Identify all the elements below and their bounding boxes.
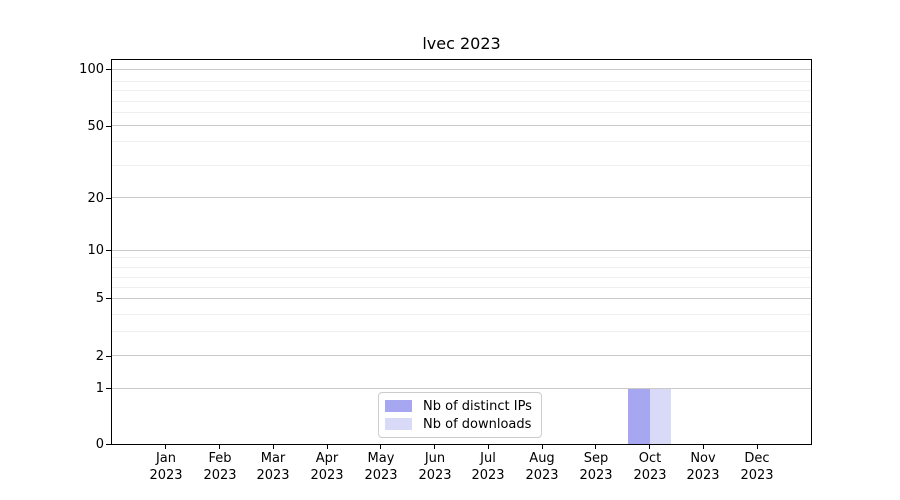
x-tick-mar bbox=[273, 445, 274, 449]
y-major-gridline-20 bbox=[112, 197, 811, 198]
x-tick-month: Dec bbox=[744, 451, 770, 466]
x-tick-year: 2023 bbox=[203, 468, 237, 483]
x-tick-may bbox=[380, 445, 381, 449]
x-tick-month: Apr bbox=[315, 451, 339, 466]
plot-area bbox=[111, 59, 812, 445]
legend-label-1: Nb of distinct IPs bbox=[423, 398, 532, 414]
y-minor-gridline-40 bbox=[112, 141, 811, 142]
y-minor-gridline-6 bbox=[112, 287, 811, 288]
y-tick-0 bbox=[106, 444, 111, 445]
x-tick-month: Jan bbox=[155, 451, 177, 466]
y-tick-20 bbox=[106, 198, 111, 199]
x-tick-label-dec: Dec 2023 bbox=[725, 450, 789, 484]
y-tick-2 bbox=[106, 356, 111, 357]
y-major-gridline-5 bbox=[112, 298, 811, 299]
x-tick-label-mar: Mar 2023 bbox=[241, 450, 305, 484]
x-tick-apr bbox=[327, 445, 328, 449]
x-tick-label-feb: Feb 2023 bbox=[188, 450, 252, 484]
x-tick-label-jul: Jul 2023 bbox=[456, 450, 520, 484]
x-tick-month: Sep bbox=[583, 451, 609, 466]
x-tick-label-apr: Apr 2023 bbox=[295, 450, 359, 484]
y-minor-gridline-80 bbox=[112, 90, 811, 91]
y-minor-gridline-3 bbox=[112, 331, 811, 332]
y-minor-gridline-8 bbox=[112, 267, 811, 268]
y-tick-100 bbox=[106, 69, 111, 70]
y-minor-gridline-70 bbox=[112, 101, 811, 102]
x-tick-jul bbox=[488, 445, 489, 449]
y-major-gridline-50 bbox=[112, 125, 811, 126]
y-tick-label-2: 2 bbox=[95, 349, 104, 364]
x-tick-month: Jul bbox=[480, 451, 496, 466]
y-tick-label-20: 20 bbox=[87, 191, 104, 206]
x-tick-year: 2023 bbox=[149, 468, 183, 483]
x-tick-label-jan: Jan 2023 bbox=[134, 450, 198, 484]
x-tick-year: 2023 bbox=[310, 468, 344, 483]
x-tick-month: Mar bbox=[260, 451, 286, 466]
x-tick-label-may: May 2023 bbox=[349, 450, 413, 484]
y-major-gridline-100 bbox=[112, 69, 811, 70]
bar-oct-series-1 bbox=[628, 388, 650, 444]
y-minor-gridline-4 bbox=[112, 314, 811, 315]
legend-label-2: Nb of downloads bbox=[423, 416, 532, 432]
x-tick-label-nov: Nov 2023 bbox=[671, 450, 735, 484]
x-tick-month: Oct bbox=[638, 451, 662, 466]
y-minor-gridline-7 bbox=[112, 277, 811, 278]
x-tick-year: 2023 bbox=[686, 468, 720, 483]
y-tick-1 bbox=[106, 388, 111, 389]
x-tick-label-jun: Jun 2023 bbox=[403, 450, 467, 484]
y-tick-5 bbox=[106, 298, 111, 299]
y-tick-label-50: 50 bbox=[87, 119, 104, 134]
legend-swatch-2 bbox=[385, 418, 412, 430]
x-tick-month: Jun bbox=[424, 451, 446, 466]
y-minor-gridline-60 bbox=[112, 112, 811, 113]
x-tick-month: Nov bbox=[690, 451, 716, 466]
y-minor-gridline-30 bbox=[112, 165, 811, 166]
x-tick-feb bbox=[219, 445, 220, 449]
x-tick-nov bbox=[703, 445, 704, 449]
x-tick-year: 2023 bbox=[256, 468, 290, 483]
y-tick-label-0: 0 bbox=[95, 437, 104, 452]
legend-entry-2: Nb of downloads bbox=[385, 415, 532, 433]
bar-oct-series-2 bbox=[649, 388, 672, 444]
legend-swatch-1 bbox=[385, 400, 412, 412]
y-major-gridline-2 bbox=[112, 355, 811, 356]
x-tick-label-aug: Aug 2023 bbox=[510, 450, 574, 484]
x-tick-year: 2023 bbox=[525, 468, 559, 483]
y-tick-label-10: 10 bbox=[87, 243, 104, 258]
y-tick-label-100: 100 bbox=[79, 62, 104, 77]
y-major-gridline-10 bbox=[112, 250, 811, 251]
x-tick-label-oct: Oct 2023 bbox=[618, 450, 682, 484]
x-tick-oct bbox=[649, 445, 650, 449]
x-tick-sep bbox=[595, 445, 596, 449]
x-tick-month: Aug bbox=[529, 451, 555, 466]
y-minor-gridline-9 bbox=[112, 257, 811, 258]
x-tick-month: Feb bbox=[208, 451, 232, 466]
legend-entry-1: Nb of distinct IPs bbox=[385, 397, 532, 415]
y-major-gridline-1 bbox=[112, 388, 811, 389]
y-tick-label-1: 1 bbox=[95, 381, 104, 396]
x-tick-year: 2023 bbox=[740, 468, 774, 483]
x-tick-dec bbox=[757, 445, 758, 449]
x-tick-aug bbox=[542, 445, 543, 449]
x-tick-month: May bbox=[367, 451, 395, 466]
x-tick-year: 2023 bbox=[471, 468, 505, 483]
y-tick-label-5: 5 bbox=[95, 291, 104, 306]
legend: Nb of distinct IPs Nb of downloads bbox=[378, 392, 542, 438]
x-tick-jun bbox=[434, 445, 435, 449]
x-tick-jan bbox=[165, 445, 166, 449]
y-tick-10 bbox=[106, 250, 111, 251]
x-tick-year: 2023 bbox=[418, 468, 452, 483]
x-tick-year: 2023 bbox=[579, 468, 613, 483]
x-tick-label-sep: Sep 2023 bbox=[564, 450, 628, 484]
y-tick-50 bbox=[106, 126, 111, 127]
x-tick-year: 2023 bbox=[364, 468, 398, 483]
y-minor-gridline-90 bbox=[112, 81, 811, 82]
x-tick-year: 2023 bbox=[633, 468, 667, 483]
chart-title: lvec 2023 bbox=[422, 34, 501, 53]
